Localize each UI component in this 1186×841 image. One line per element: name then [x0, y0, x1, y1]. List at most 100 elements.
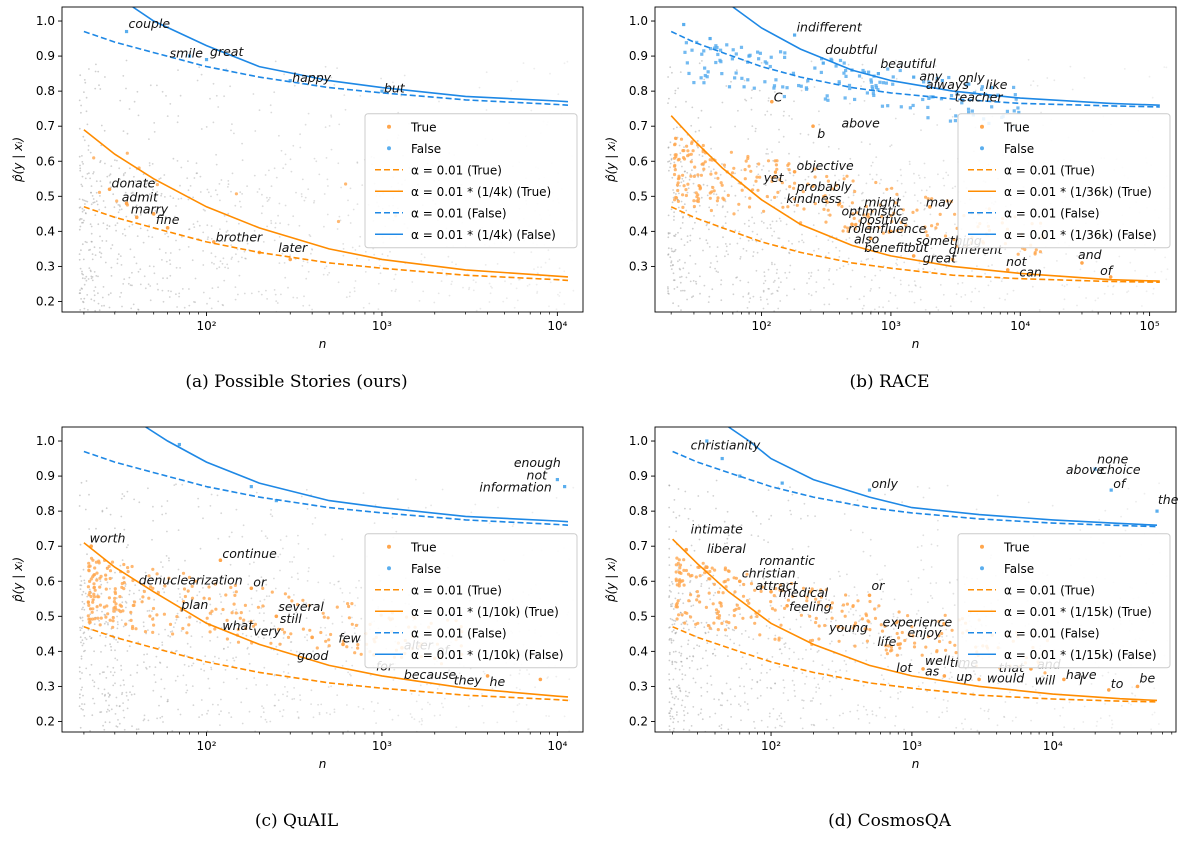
background-point	[228, 535, 231, 538]
background-point	[1099, 717, 1102, 720]
background-point	[684, 690, 687, 693]
true-point	[774, 163, 778, 167]
background-point	[98, 619, 100, 622]
false-point	[935, 76, 939, 81]
background-point	[357, 705, 360, 708]
background-point	[300, 495, 303, 498]
x-tick-label: 10²	[752, 319, 772, 333]
background-point	[79, 309, 82, 311]
background-point	[295, 650, 298, 653]
false-point	[772, 84, 777, 88]
background-point	[1019, 250, 1022, 253]
background-point	[930, 566, 933, 568]
background-point	[784, 179, 787, 182]
background-point	[1039, 694, 1041, 697]
background-point	[90, 191, 92, 194]
background-point	[860, 85, 862, 87]
background-point	[842, 712, 844, 715]
background-point	[837, 570, 840, 573]
background-point	[83, 608, 86, 611]
background-point	[743, 685, 745, 688]
background-point	[691, 158, 693, 161]
background-point	[119, 564, 122, 567]
background-point	[776, 268, 778, 271]
background-point	[135, 728, 138, 731]
background-point	[78, 219, 81, 221]
true-point	[675, 601, 679, 605]
true-point	[236, 627, 240, 632]
false-point	[912, 75, 916, 79]
background-point	[218, 183, 221, 185]
background-point	[82, 632, 85, 635]
background-point	[241, 193, 244, 195]
background-point	[353, 290, 356, 293]
true-point	[682, 184, 686, 188]
background-point	[900, 182, 903, 185]
background-point	[354, 249, 357, 251]
false-point	[884, 81, 888, 85]
true-point	[698, 600, 702, 604]
background-point	[755, 165, 758, 168]
background-point	[677, 488, 680, 490]
background-point	[283, 633, 285, 636]
false-point	[954, 114, 958, 118]
true-point	[677, 174, 681, 178]
legend-box	[364, 113, 578, 249]
background-point	[700, 621, 703, 624]
panel-a: couple smile great happy but donate admit marry…	[0, 0, 593, 420]
background-point	[297, 542, 300, 545]
background-point	[294, 258, 297, 261]
background-point	[1107, 671, 1110, 674]
background-point	[99, 161, 101, 164]
background-point	[260, 716, 262, 718]
background-point	[453, 680, 456, 683]
background-point	[88, 588, 91, 591]
true-point	[676, 199, 680, 203]
background-point	[162, 300, 165, 303]
background-point	[739, 279, 742, 282]
background-point	[685, 100, 687, 103]
false-point	[730, 57, 735, 61]
background-point	[930, 543, 933, 546]
annotation-label: enough	[514, 455, 561, 470]
background-point	[785, 223, 788, 226]
true-point	[691, 149, 695, 153]
background-point	[724, 215, 727, 218]
background-point	[818, 110, 820, 113]
true-point	[895, 631, 899, 636]
background-point	[713, 698, 716, 700]
background-point	[148, 138, 150, 141]
annotation-label: role	[848, 221, 872, 236]
annotation-label: kindness	[786, 191, 842, 206]
background-point	[275, 176, 278, 179]
background-point	[788, 271, 791, 274]
background-point	[828, 194, 831, 196]
background-point	[263, 666, 266, 669]
annotation-label: experience	[883, 615, 953, 630]
background-point	[178, 292, 181, 295]
background-point	[243, 250, 246, 253]
background-point	[736, 276, 738, 279]
background-point	[199, 191, 202, 193]
background-point	[531, 511, 534, 514]
true-point	[880, 629, 885, 633]
false-point	[1109, 488, 1113, 492]
background-point	[198, 224, 201, 227]
background-point	[342, 254, 345, 257]
false-point	[911, 103, 915, 108]
background-point	[830, 611, 833, 614]
true-point	[930, 197, 934, 201]
background-point	[192, 704, 195, 707]
background-point	[276, 302, 279, 304]
true-point	[940, 631, 944, 636]
background-point	[677, 231, 679, 234]
background-point	[263, 612, 265, 615]
annotation-label: great	[210, 44, 244, 59]
background-point	[241, 159, 244, 162]
background-point	[833, 595, 836, 598]
background-point	[882, 224, 885, 227]
background-point	[851, 504, 854, 507]
background-point	[175, 483, 177, 486]
background-point	[152, 188, 154, 191]
